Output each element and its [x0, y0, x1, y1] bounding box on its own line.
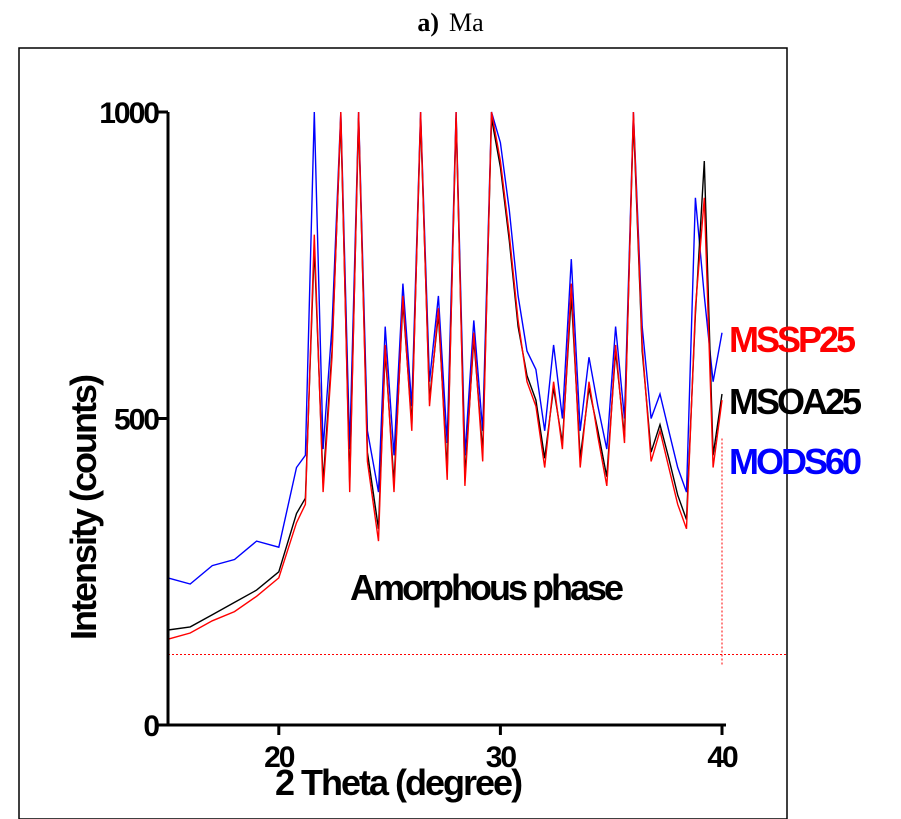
- series-line-mssp25: [167, 111, 723, 640]
- y-tick-label: 1000: [99, 97, 159, 130]
- series-line-mods60: [167, 111, 723, 585]
- panel-title: a) Ma: [0, 8, 901, 38]
- amorphous-phase-label: Amorphous phase: [350, 567, 623, 608]
- axes: [166, 112, 726, 727]
- series-lines: [167, 111, 723, 640]
- y-tick-label: 0: [143, 710, 159, 743]
- series-line-msoa25: [167, 117, 723, 631]
- legend-label-mssp25: MSSP25: [729, 319, 856, 360]
- y-axis-title: Intensity (counts): [63, 375, 104, 640]
- x-axis-title: 2 Theta (degree): [275, 762, 522, 803]
- chart-frame: [18, 47, 788, 819]
- x-tick-label: 30: [486, 741, 517, 774]
- panel-letter: a): [417, 8, 439, 37]
- ticks: 20 30 40 0 500 1000: [99, 97, 740, 774]
- legend-label-mods60: MODS60: [729, 441, 861, 482]
- x-tick-label: 40: [707, 741, 738, 774]
- amorphous-baseline: [168, 436, 787, 665]
- y-tick-label: 500: [114, 404, 159, 437]
- legend: MSSP25 MSOA25 MODS60: [729, 319, 865, 482]
- panel-name: Ma: [449, 8, 484, 37]
- x-tick-label: 20: [264, 741, 295, 774]
- legend-label-msoa25: MSOA25: [729, 381, 862, 422]
